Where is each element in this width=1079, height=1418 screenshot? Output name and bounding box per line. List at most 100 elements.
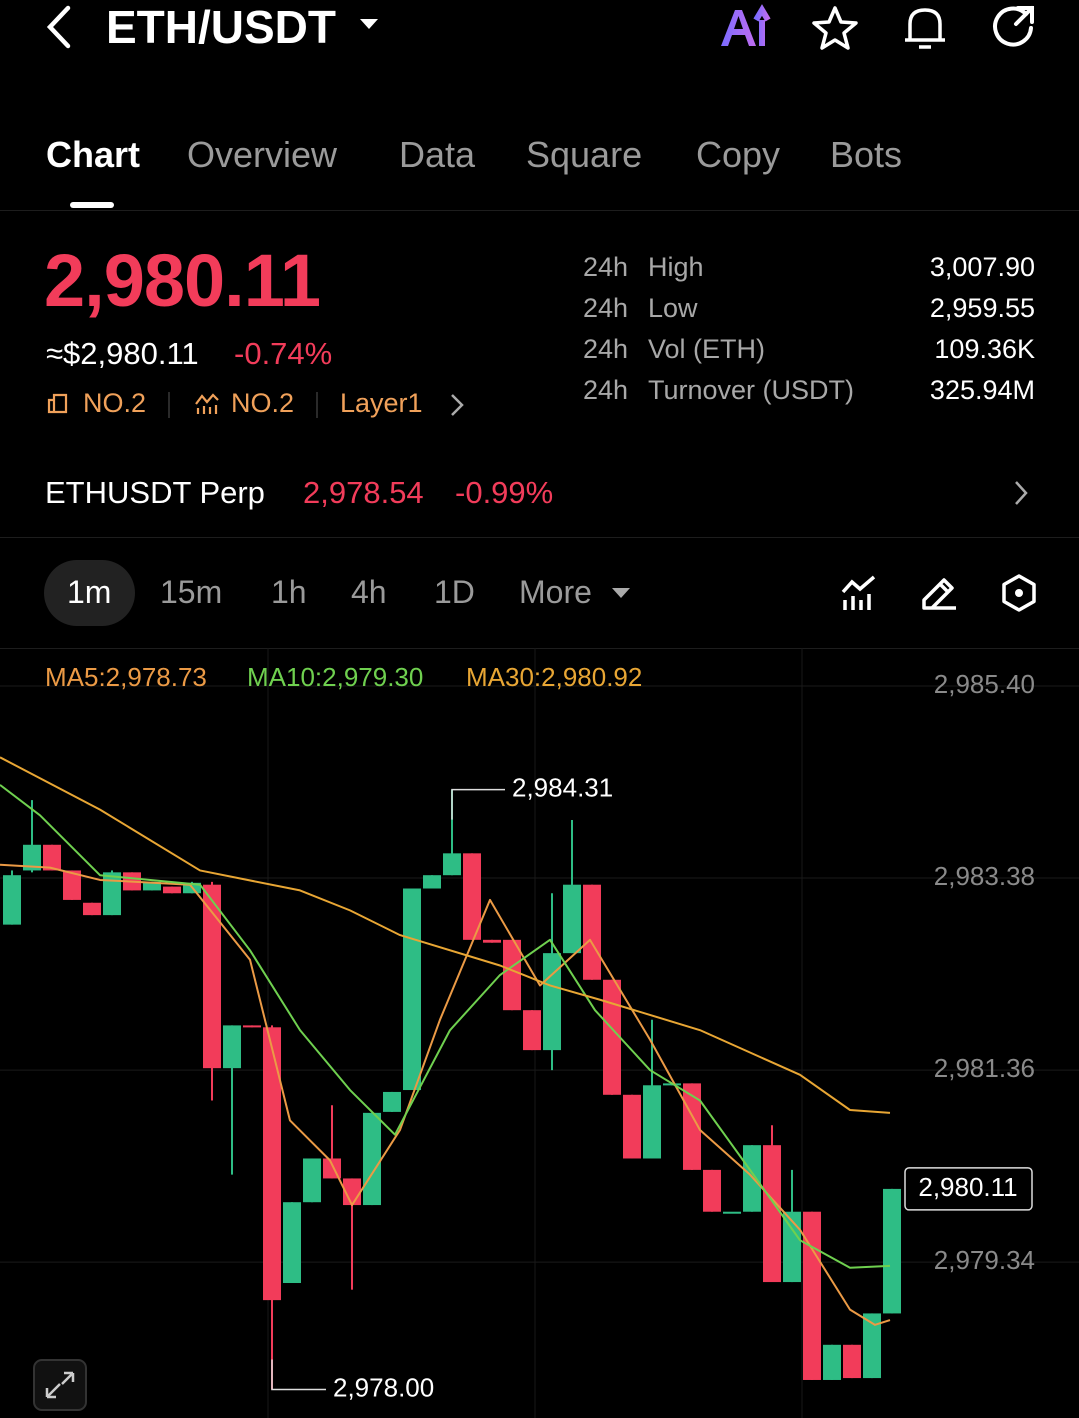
ai-icon[interactable] — [718, 4, 774, 50]
candle-body — [683, 1083, 701, 1170]
stat-period: 24h — [583, 375, 629, 405]
tab[interactable]: Bots — [830, 134, 903, 175]
candle-body — [243, 1025, 261, 1028]
settings-icon[interactable] — [999, 573, 1039, 613]
back-button[interactable] — [40, 4, 80, 50]
stat-period: 24h — [583, 293, 629, 323]
favorite-icon[interactable] — [810, 4, 860, 52]
rank-icon — [47, 393, 68, 414]
rank-badge[interactable]: NO.2 — [83, 388, 147, 418]
candle-body — [883, 1188, 901, 1314]
divider — [0, 210, 1079, 211]
ma-line — [0, 784, 891, 1269]
candle-body — [403, 888, 421, 1091]
tab-indicator — [70, 202, 114, 208]
interval[interactable]: 4h — [351, 574, 387, 610]
annotation-label: 2,984.31 — [512, 773, 613, 803]
interval-selected-bg — [44, 560, 135, 626]
candle-body — [203, 884, 221, 1069]
y-tick-label: 2,983.38 — [934, 861, 1035, 891]
stat-label: Vol (ETH) — [648, 334, 766, 364]
stat-value: 2,959.55 — [929, 293, 1035, 323]
tab[interactable]: Data — [399, 134, 476, 175]
perp-price: 2,978.54 — [303, 475, 424, 510]
ma-line — [0, 756, 891, 1114]
stat-label: Low — [648, 293, 698, 323]
candle-body — [643, 1085, 661, 1159]
candle-body — [623, 1094, 641, 1159]
interval[interactable]: 1h — [271, 574, 307, 610]
tab[interactable]: Square — [526, 134, 643, 175]
candle-body — [783, 1211, 801, 1283]
share-icon[interactable] — [988, 2, 1040, 52]
candle-body — [83, 902, 101, 916]
candle-body — [443, 853, 461, 876]
stat-label: High — [648, 252, 704, 282]
interval[interactable]: 1D — [434, 574, 475, 610]
fiat-price: ≈$2,980.11 — [46, 336, 199, 371]
y-tick-label: 2,979.34 — [934, 1245, 1035, 1275]
legend-entry: MA30:2,980.92 — [466, 662, 642, 692]
candle-body — [863, 1313, 881, 1379]
candle-body — [803, 1211, 821, 1380]
fullscreen-icon — [45, 1371, 75, 1399]
candle-body — [363, 1112, 381, 1206]
candle-body — [503, 939, 521, 1011]
current-price-tag — [904, 1167, 1033, 1211]
candle-body — [163, 886, 181, 894]
candle-body — [63, 870, 81, 900]
annotation-label: 2,978.00 — [333, 1372, 434, 1402]
candle-body — [723, 1211, 741, 1214]
candle-body — [703, 1169, 721, 1212]
y-tick-label: 2,981.36 — [934, 1053, 1035, 1083]
stat-value: 325.94M — [929, 375, 1035, 405]
divider — [0, 648, 1079, 649]
interval[interactable]: 1m — [67, 574, 112, 610]
candle-body — [763, 1145, 781, 1283]
stat-value: 3,007.90 — [929, 252, 1035, 282]
price-change: -0.74% — [234, 336, 333, 371]
interval[interactable]: 15m — [160, 574, 223, 610]
tab[interactable]: Chart — [46, 134, 141, 175]
interval[interactable]: More — [519, 574, 592, 610]
chevron — [451, 394, 464, 416]
alert-icon[interactable] — [900, 2, 950, 52]
annotation-leader — [451, 788, 505, 820]
candle-body — [263, 1027, 281, 1301]
tab[interactable]: Overview — [187, 134, 338, 175]
tab[interactable]: Copy — [696, 134, 781, 175]
candle-body — [23, 844, 41, 871]
candle-body — [823, 1344, 841, 1380]
more-caret[interactable] — [610, 585, 632, 601]
candle-body — [463, 853, 481, 940]
stat-period: 24h — [583, 334, 629, 364]
rank-badge[interactable]: NO.2 — [231, 388, 295, 418]
candle-body — [743, 1145, 761, 1212]
legend-entry: MA10:2,979.30 — [247, 662, 423, 692]
badge-separator — [316, 392, 318, 418]
current-price-label: 2,980.11 — [918, 1172, 1017, 1202]
annotation-leader — [271, 1359, 326, 1391]
pair-title[interactable]: ETH/USDT — [106, 1, 336, 53]
candle-body — [843, 1344, 861, 1379]
draw-icon[interactable] — [920, 574, 960, 612]
sector-badge[interactable]: Layer1 — [340, 388, 423, 418]
pair-caret[interactable] — [358, 16, 380, 32]
candle-body — [523, 1010, 541, 1051]
perp-change: -0.99% — [455, 475, 554, 510]
candle-body — [143, 881, 161, 891]
legend-entry: MA5:2,978.73 — [45, 662, 207, 692]
last-price: 2,980.11 — [44, 239, 321, 322]
candle-body — [563, 884, 581, 954]
stat-label: Turnover (USDT) — [648, 375, 855, 405]
candle-body — [303, 1158, 321, 1203]
candle-body — [483, 939, 501, 943]
indicator-icon[interactable] — [840, 574, 878, 612]
chevron[interactable] — [1012, 478, 1030, 508]
perp-name[interactable]: ETHUSDT Perp — [45, 475, 265, 510]
candle-body — [283, 1202, 301, 1284]
badge-separator — [168, 392, 170, 418]
candle-body — [103, 872, 121, 916]
candle-body — [383, 1091, 401, 1112]
